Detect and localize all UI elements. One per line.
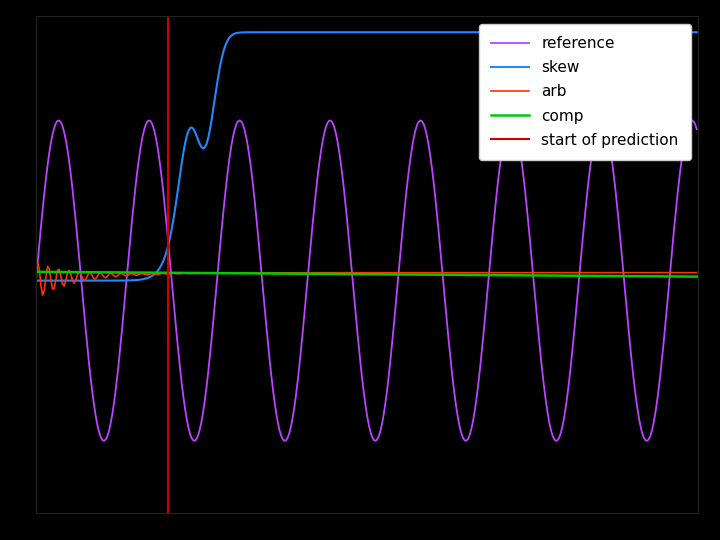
comp (512, 272, 521, 279)
Line: comp: comp (36, 272, 697, 276)
arb (33, 259, 42, 266)
skew (693, 29, 701, 36)
Line: arb: arb (36, 262, 697, 295)
reference (113, 374, 122, 381)
reference (99, 437, 108, 444)
skew (447, 29, 456, 36)
comp (247, 270, 256, 276)
arb (114, 271, 123, 278)
arb (516, 269, 524, 276)
comp (32, 268, 40, 275)
Legend: reference, skew, arb, comp, start of prediction: reference, skew, arb, comp, start of pre… (479, 24, 690, 160)
arb (32, 268, 40, 275)
arb (38, 292, 47, 299)
reference (693, 126, 701, 132)
skew (293, 29, 302, 36)
start of prediction (164, 117, 173, 124)
skew (111, 278, 120, 284)
comp (111, 269, 120, 275)
arb (251, 269, 259, 276)
comp (447, 272, 456, 278)
reference (297, 347, 305, 354)
reference (32, 278, 40, 284)
arb (693, 269, 701, 276)
arb (512, 269, 521, 276)
skew (247, 29, 256, 36)
Line: reference: reference (36, 120, 697, 441)
reference (251, 197, 259, 203)
arb (297, 269, 305, 276)
comp (508, 272, 517, 279)
skew (510, 29, 519, 36)
arb (451, 269, 459, 276)
comp (293, 271, 302, 277)
skew (454, 29, 462, 36)
skew (513, 29, 522, 36)
reference (512, 127, 521, 134)
reference (516, 145, 524, 151)
start of prediction (164, 278, 173, 284)
Line: skew: skew (36, 32, 697, 281)
comp (693, 273, 701, 280)
reference (451, 395, 459, 401)
reference (235, 117, 244, 124)
skew (32, 278, 40, 284)
